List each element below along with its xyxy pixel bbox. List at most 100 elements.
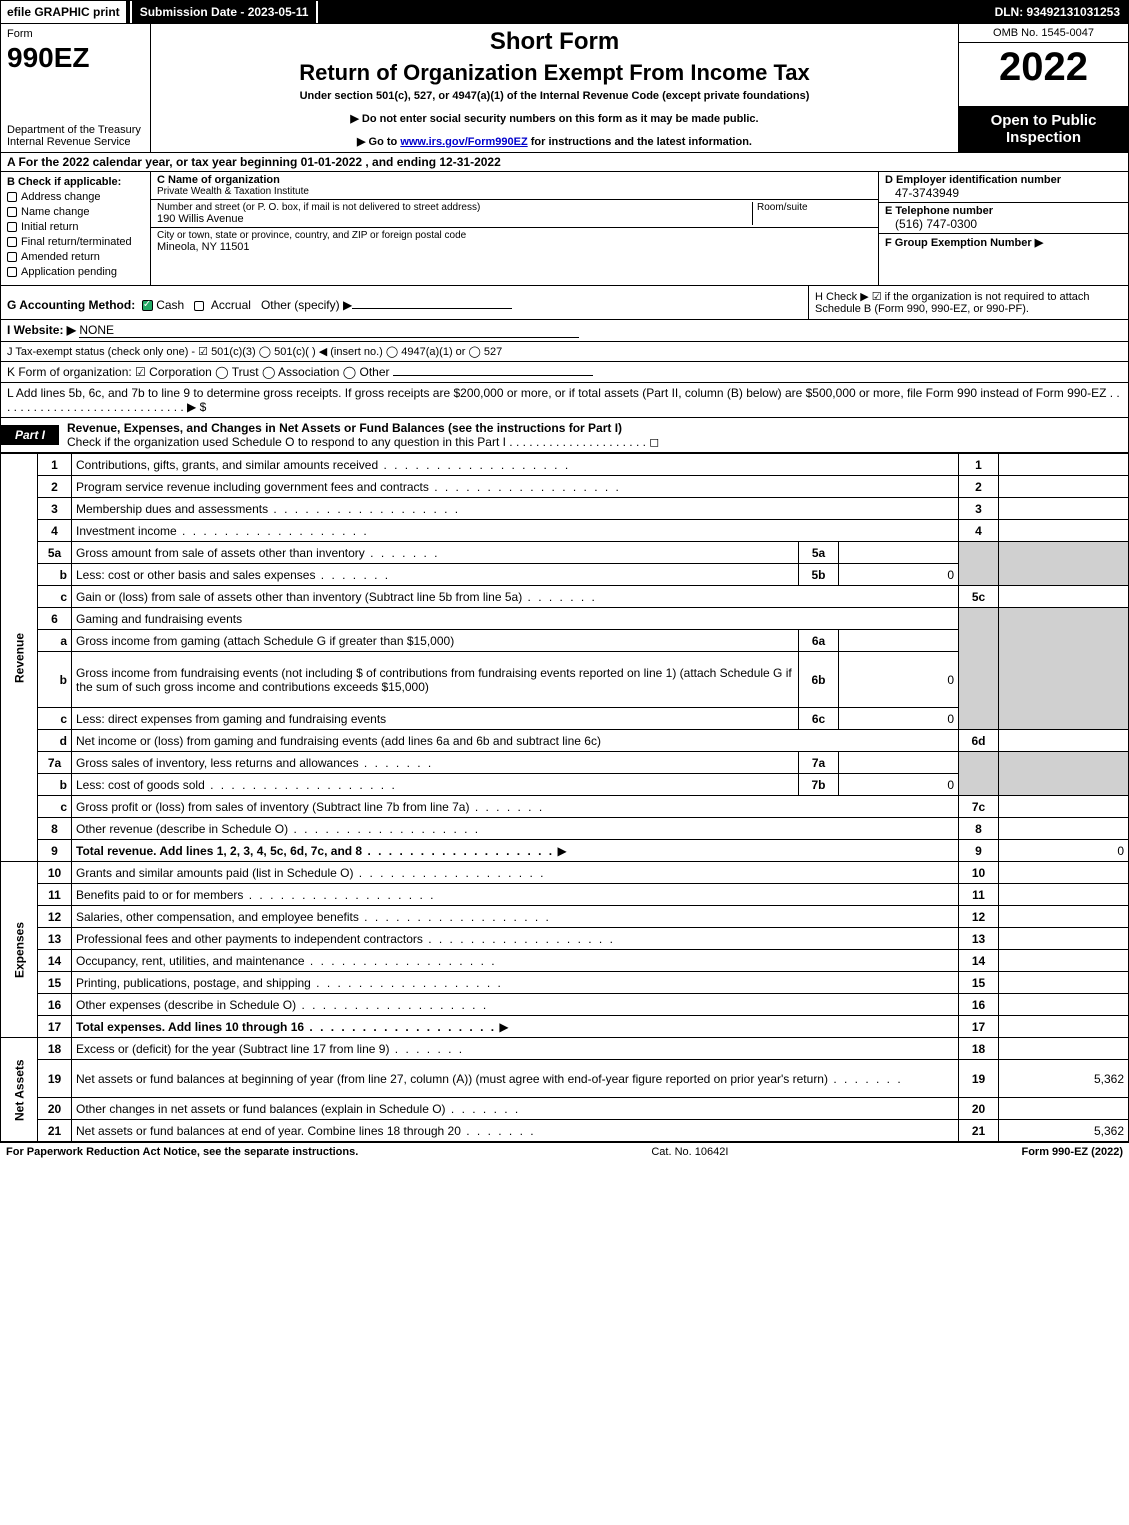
side-netassets: Net Assets xyxy=(1,1038,38,1142)
line-20-no: 20 xyxy=(38,1098,72,1120)
d-label: D Employer identification number xyxy=(885,174,1061,186)
irs-link[interactable]: www.irs.gov/Form990EZ xyxy=(400,136,527,148)
checkbox-pending[interactable] xyxy=(7,267,17,277)
line-5c-rno: 5c xyxy=(959,586,999,608)
line-13-desc: Professional fees and other payments to … xyxy=(76,932,615,946)
line-6-desc: Gaming and fundraising events xyxy=(72,608,959,630)
checkbox-name-change[interactable] xyxy=(7,207,17,217)
line-2-desc: Program service revenue including govern… xyxy=(76,480,621,494)
goto-pre: ▶ Go to xyxy=(357,136,400,148)
chk-lbl-2: Initial return xyxy=(21,221,78,233)
shade-7v xyxy=(999,752,1129,796)
shade-5 xyxy=(959,542,999,586)
line-2-val xyxy=(999,476,1129,498)
tax-year: 2022 xyxy=(959,43,1128,92)
checkbox-initial-return[interactable] xyxy=(7,222,17,232)
line-6b-desc: Gross income from fundraising events (no… xyxy=(72,652,799,708)
section-i: I Website: ▶ NONE xyxy=(0,320,1129,342)
line-18-no: 18 xyxy=(38,1038,72,1060)
mini-6c-val: 0 xyxy=(839,708,959,730)
shade-7 xyxy=(959,752,999,796)
checkbox-final-return[interactable] xyxy=(7,237,17,247)
room-label: Room/suite xyxy=(757,202,872,213)
line-6d-desc: Net income or (loss) from gaming and fun… xyxy=(72,730,959,752)
under-section: Under section 501(c), 527, or 4947(a)(1)… xyxy=(300,90,810,102)
line-2-no: 2 xyxy=(38,476,72,498)
chk-lbl-5: Application pending xyxy=(21,266,117,278)
line-19-rno: 19 xyxy=(959,1060,999,1098)
side-revenue: Revenue xyxy=(1,454,38,862)
line-7a-desc: Gross sales of inventory, less returns a… xyxy=(76,756,433,770)
mini-5b: 5b xyxy=(799,564,839,586)
g-cash: Cash xyxy=(156,298,184,312)
part-1-title: Revenue, Expenses, and Changes in Net As… xyxy=(59,418,1128,452)
line-1-no: 1 xyxy=(38,454,72,476)
checkbox-accrual[interactable] xyxy=(194,301,204,311)
line-16-val xyxy=(999,994,1129,1016)
section-k: K Form of organization: ☑ Corporation ◯ … xyxy=(0,362,1129,383)
mini-7b: 7b xyxy=(799,774,839,796)
c-name-label: C Name of organization xyxy=(157,174,280,186)
line-14-val xyxy=(999,950,1129,972)
line-12-no: 12 xyxy=(38,906,72,928)
line-1-rno: 1 xyxy=(959,454,999,476)
omb-number: OMB No. 1545-0047 xyxy=(959,24,1128,43)
line-11-no: 11 xyxy=(38,884,72,906)
return-title: Return of Organization Exempt From Incom… xyxy=(299,60,810,86)
section-l: L Add lines 5b, 6c, and 7b to line 9 to … xyxy=(0,383,1129,418)
footer-left: For Paperwork Reduction Act Notice, see … xyxy=(6,1146,358,1158)
top-bar: efile GRAPHIC print Submission Date - 20… xyxy=(0,0,1129,24)
footer-cat-no: Cat. No. 10642I xyxy=(651,1146,728,1158)
footer-form-pre: Form xyxy=(1021,1146,1052,1158)
g-label: G Accounting Method: xyxy=(7,298,135,312)
line-10-no: 10 xyxy=(38,862,72,884)
line-13-no: 13 xyxy=(38,928,72,950)
line-8-val xyxy=(999,818,1129,840)
line-14-no: 14 xyxy=(38,950,72,972)
open-public-badge: Open to Public Inspection xyxy=(959,106,1128,152)
street-value: 190 Willis Avenue xyxy=(157,213,752,225)
form-label: Form xyxy=(7,28,144,40)
line-5c-val xyxy=(999,586,1129,608)
form-number: 990EZ xyxy=(7,42,144,74)
line-5c-desc: Gain or (loss) from sale of assets other… xyxy=(76,590,597,604)
line-7a-no: 7a xyxy=(38,752,72,774)
footer-form-no: 990-EZ xyxy=(1052,1146,1088,1158)
line-12-val xyxy=(999,906,1129,928)
footer-right: Form 990-EZ (2022) xyxy=(1021,1146,1123,1158)
line-20-val xyxy=(999,1098,1129,1120)
line-7c-val xyxy=(999,796,1129,818)
city-label: City or town, state or province, country… xyxy=(157,230,466,241)
efile-print[interactable]: efile GRAPHIC print xyxy=(1,1,126,23)
k-other-input[interactable] xyxy=(393,375,593,376)
line-4-val xyxy=(999,520,1129,542)
line-11-desc: Benefits paid to or for members xyxy=(76,888,435,902)
line-6d-val xyxy=(999,730,1129,752)
checkbox-cash[interactable] xyxy=(142,300,153,311)
section-d-e-f: D Employer identification number 47-3743… xyxy=(878,172,1128,285)
line-7b-no: b xyxy=(38,774,72,796)
line-12-desc: Salaries, other compensation, and employ… xyxy=(76,910,551,924)
line-4-no: 4 xyxy=(38,520,72,542)
line-5b-no: b xyxy=(38,564,72,586)
short-form-title: Short Form xyxy=(490,28,619,56)
chk-lbl-0: Address change xyxy=(21,191,101,203)
line-6b-no: b xyxy=(38,652,72,708)
section-g-h: G Accounting Method: Cash Accrual Other … xyxy=(0,286,1129,320)
mini-5b-val: 0 xyxy=(839,564,959,586)
line-7c-desc: Gross profit or (loss) from sales of inv… xyxy=(76,800,544,814)
line-21-desc: Net assets or fund balances at end of ye… xyxy=(76,1124,536,1138)
mini-6c: 6c xyxy=(799,708,839,730)
line-12-rno: 12 xyxy=(959,906,999,928)
line-9-rno: 9 xyxy=(959,840,999,862)
line-3-no: 3 xyxy=(38,498,72,520)
page-footer: For Paperwork Reduction Act Notice, see … xyxy=(0,1142,1129,1161)
checkbox-address-change[interactable] xyxy=(7,192,17,202)
line-16-desc: Other expenses (describe in Schedule O) xyxy=(76,998,488,1012)
shade-6v xyxy=(999,608,1129,730)
checkbox-amended[interactable] xyxy=(7,252,17,262)
line-6a-no: a xyxy=(38,630,72,652)
street-label: Number and street (or P. O. box, if mail… xyxy=(157,202,752,213)
g-other-input[interactable] xyxy=(352,308,512,309)
line-21-val: 5,362 xyxy=(999,1120,1129,1142)
